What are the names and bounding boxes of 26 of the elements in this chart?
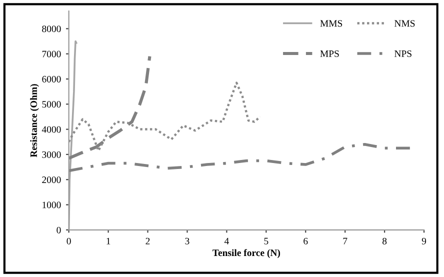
line-series <box>68 40 78 230</box>
x-tick-label: 9 <box>422 238 426 244</box>
y-tick-label: 0 <box>56 226 61 234</box>
x-tick-label: 0 <box>66 238 71 244</box>
x-tick-label: 5 <box>264 238 268 244</box>
x-tick-label: 1 <box>106 238 110 244</box>
x-axis-title: Tensile force (N) <box>212 249 280 258</box>
y-axis-title: Resistance (Ohm) <box>30 84 39 158</box>
y-tick-label: 7000 <box>42 50 61 58</box>
legend-label: MPS <box>320 50 339 57</box>
x-tick-label: 4 <box>224 238 229 244</box>
x-tick-label: 6 <box>304 238 308 244</box>
y-tick-label: 2000 <box>42 176 61 184</box>
legend-label: NMS <box>394 20 415 27</box>
y-tick-label: 6000 <box>42 76 61 82</box>
x-tick-label: 2 <box>146 238 150 244</box>
y-tick-label: 5000 <box>42 101 61 108</box>
y-tick-label: 4000 <box>42 126 61 133</box>
y-tick-label: 3000 <box>42 151 61 158</box>
x-tick-label: 8 <box>382 238 387 244</box>
x-tick-label: 3 <box>185 238 190 244</box>
x-tick-label: 7 <box>343 238 348 244</box>
y-tick-label: 8000 <box>42 26 61 32</box>
y-tick-label: 1000 <box>42 202 61 208</box>
legend-label: NPS <box>394 50 412 57</box>
legend-label: MMS <box>320 20 342 27</box>
